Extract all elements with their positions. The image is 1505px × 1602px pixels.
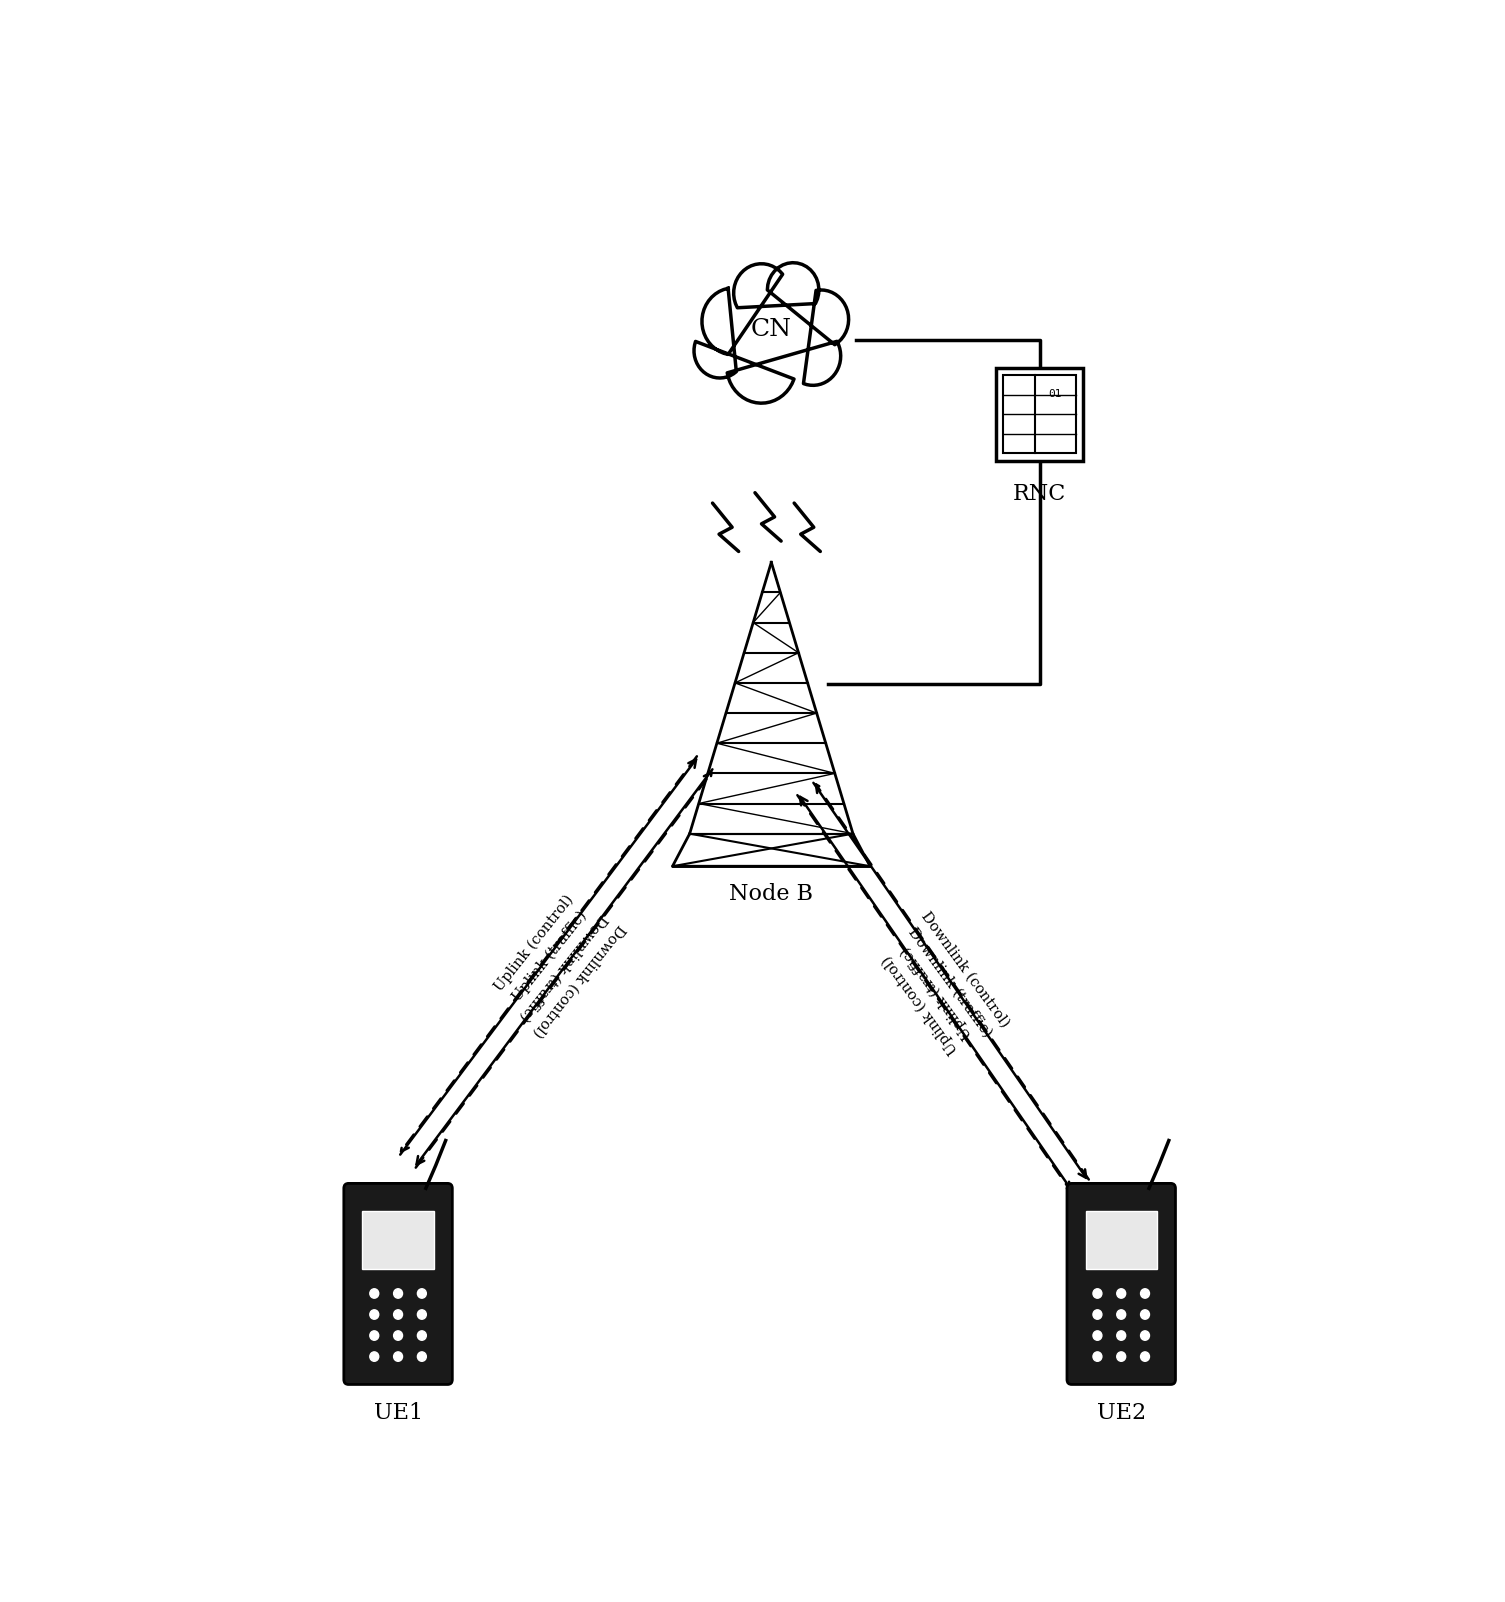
Circle shape <box>1093 1288 1102 1298</box>
Circle shape <box>1093 1310 1102 1318</box>
Circle shape <box>1117 1352 1126 1362</box>
Text: Uplink (traffic): Uplink (traffic) <box>510 908 590 1004</box>
Text: Downlink (traffic): Downlink (traffic) <box>905 924 995 1040</box>
Circle shape <box>394 1331 402 1341</box>
Text: Downlink (control): Downlink (control) <box>920 910 1013 1030</box>
Bar <box>1002 375 1076 453</box>
Circle shape <box>1141 1331 1150 1341</box>
Circle shape <box>370 1352 379 1362</box>
Bar <box>996 368 1084 460</box>
Bar <box>1085 1211 1157 1269</box>
Circle shape <box>417 1310 426 1318</box>
Text: UE1: UE1 <box>373 1402 423 1424</box>
Polygon shape <box>694 263 849 404</box>
Circle shape <box>1141 1288 1150 1298</box>
Circle shape <box>1141 1310 1150 1318</box>
Text: Uplink (control): Uplink (control) <box>492 892 576 995</box>
Circle shape <box>1093 1352 1102 1362</box>
Text: Node B: Node B <box>730 883 813 905</box>
Text: UE2: UE2 <box>1097 1402 1145 1424</box>
Circle shape <box>417 1331 426 1341</box>
Text: RNC: RNC <box>1013 482 1066 505</box>
Circle shape <box>417 1288 426 1298</box>
Text: Uplink (traffic): Uplink (traffic) <box>898 944 975 1041</box>
Circle shape <box>394 1288 402 1298</box>
Bar <box>363 1211 433 1269</box>
Circle shape <box>1093 1331 1102 1341</box>
Circle shape <box>1117 1310 1126 1318</box>
Circle shape <box>1117 1288 1126 1298</box>
Circle shape <box>370 1310 379 1318</box>
Circle shape <box>417 1352 426 1362</box>
Text: CN: CN <box>751 319 792 341</box>
Circle shape <box>394 1310 402 1318</box>
Circle shape <box>1141 1352 1150 1362</box>
FancyBboxPatch shape <box>1067 1184 1175 1384</box>
Circle shape <box>370 1288 379 1298</box>
Text: 01: 01 <box>1049 389 1063 399</box>
FancyBboxPatch shape <box>343 1184 453 1384</box>
Circle shape <box>394 1352 402 1362</box>
Circle shape <box>370 1331 379 1341</box>
Text: Downlink (traffic): Downlink (traffic) <box>516 912 610 1024</box>
Circle shape <box>1117 1331 1126 1341</box>
Text: Uplink (control): Uplink (control) <box>880 953 962 1057</box>
Text: Downlink (control): Downlink (control) <box>530 921 628 1040</box>
